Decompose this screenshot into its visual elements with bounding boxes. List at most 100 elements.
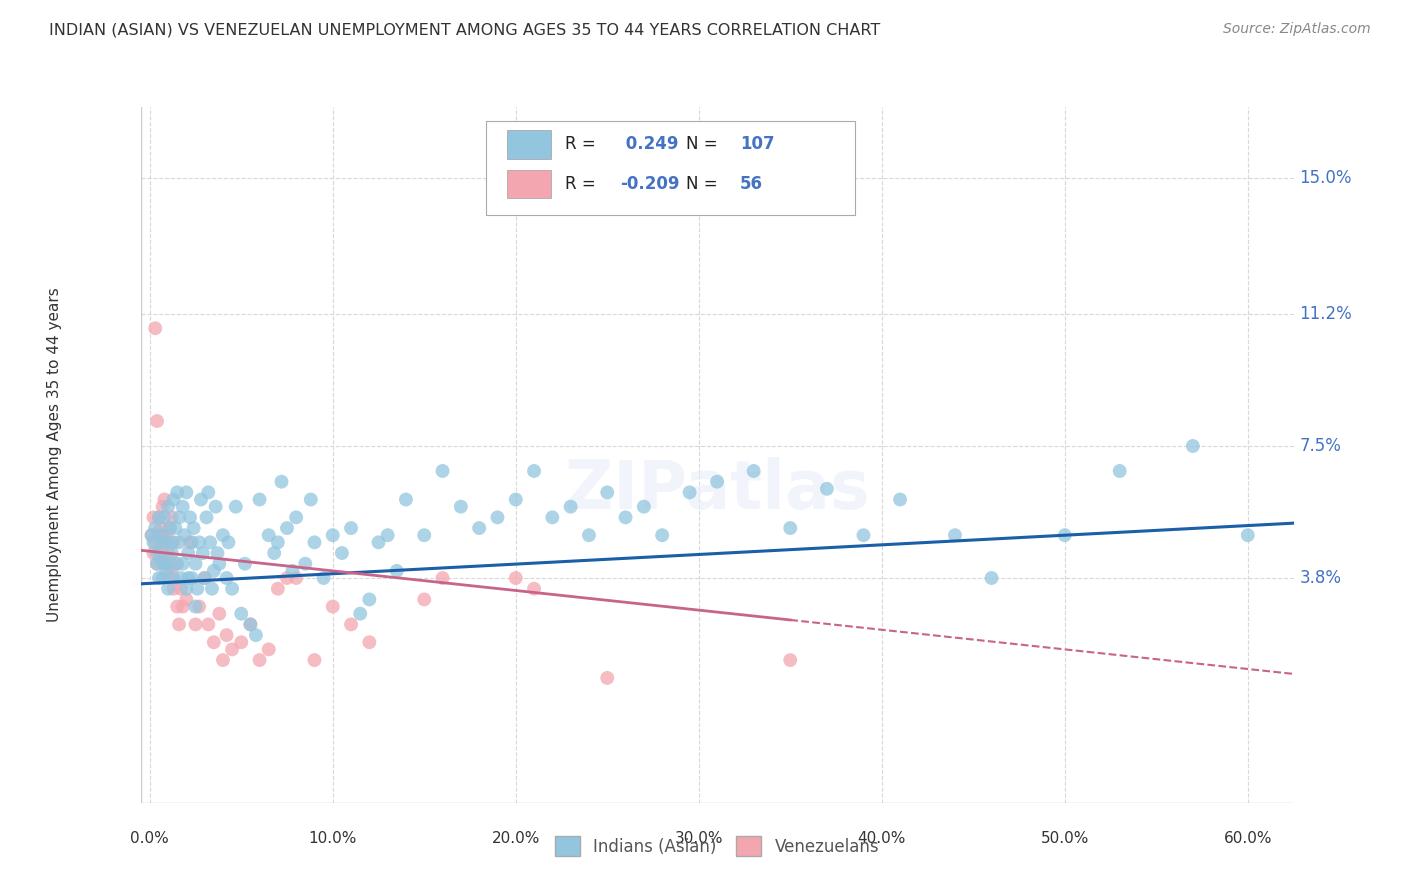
Point: [257, 528, 280, 542]
Point: [177, 571, 200, 585]
Point: [153, 510, 176, 524]
Point: [1181, 439, 1204, 453]
Text: 30.0%: 30.0%: [675, 830, 723, 846]
Point: [330, 546, 353, 560]
Point: [146, 414, 169, 428]
Point: [152, 535, 174, 549]
Point: [149, 553, 172, 567]
Point: [180, 535, 202, 549]
Text: 50.0%: 50.0%: [1040, 830, 1090, 846]
Point: [505, 571, 527, 585]
Point: [267, 535, 290, 549]
Point: [263, 546, 285, 560]
Point: [651, 528, 673, 542]
Point: [322, 599, 344, 614]
Point: [202, 635, 225, 649]
Point: [167, 510, 190, 524]
Point: [249, 492, 271, 507]
Point: [215, 571, 238, 585]
Point: [299, 492, 322, 507]
Point: [152, 571, 174, 585]
Point: [162, 535, 184, 549]
Point: [195, 510, 218, 524]
Point: [152, 528, 174, 542]
Point: [359, 592, 381, 607]
Point: [157, 500, 180, 514]
Point: [249, 653, 271, 667]
Text: 20.0%: 20.0%: [492, 830, 540, 846]
Point: [385, 564, 408, 578]
Point: [779, 521, 801, 535]
Point: [157, 546, 180, 560]
Point: [450, 500, 472, 514]
Point: [815, 482, 838, 496]
Point: [149, 546, 172, 560]
Point: [413, 528, 436, 542]
Point: [217, 535, 239, 549]
Point: [149, 535, 172, 549]
Point: [197, 485, 219, 500]
Point: [596, 671, 619, 685]
Point: [943, 528, 966, 542]
Point: [186, 582, 208, 596]
Point: [413, 592, 436, 607]
Text: 3.8%: 3.8%: [1299, 569, 1341, 587]
Point: [231, 607, 253, 621]
Text: Source: ZipAtlas.com: Source: ZipAtlas.com: [1223, 22, 1371, 37]
Point: [172, 500, 194, 514]
Point: [149, 521, 172, 535]
Text: ZIPatlas: ZIPatlas: [565, 457, 869, 523]
Point: [201, 582, 224, 596]
Point: [167, 535, 190, 549]
Point: [167, 617, 190, 632]
Point: [202, 564, 225, 578]
Text: 0.0%: 0.0%: [131, 830, 169, 846]
Point: [281, 564, 304, 578]
Point: [257, 642, 280, 657]
Point: [304, 535, 326, 549]
Point: [155, 535, 177, 549]
Point: [179, 535, 201, 549]
Point: [221, 582, 243, 596]
Point: [322, 528, 344, 542]
Point: [146, 557, 169, 571]
Point: [166, 599, 188, 614]
Point: [162, 582, 184, 596]
Point: [233, 557, 256, 571]
Point: [285, 571, 308, 585]
Point: [212, 653, 235, 667]
Point: [170, 571, 193, 585]
Point: [596, 485, 619, 500]
Point: [208, 557, 231, 571]
Point: [340, 617, 363, 632]
Point: [152, 500, 174, 514]
Point: [221, 642, 243, 657]
Point: [184, 599, 207, 614]
Point: [276, 571, 298, 585]
Point: [285, 510, 308, 524]
Point: [188, 599, 211, 614]
FancyBboxPatch shape: [508, 130, 551, 159]
Point: [141, 528, 163, 542]
Point: [276, 521, 298, 535]
Point: [143, 535, 166, 549]
Point: [197, 617, 219, 632]
Point: [304, 653, 326, 667]
Point: [179, 510, 201, 524]
Text: 0.249: 0.249: [620, 136, 679, 153]
Legend: Indians (Asian), Venezuelans: Indians (Asian), Venezuelans: [547, 828, 887, 864]
Text: R =: R =: [565, 175, 600, 193]
Text: INDIAN (ASIAN) VS VENEZUELAN UNEMPLOYMENT AMONG AGES 35 TO 44 YEARS CORRELATION : INDIAN (ASIAN) VS VENEZUELAN UNEMPLOYMEN…: [49, 22, 880, 37]
Point: [148, 528, 170, 542]
Point: [980, 571, 1002, 585]
Point: [176, 592, 198, 607]
Text: 40.0%: 40.0%: [858, 830, 905, 846]
Point: [160, 546, 183, 560]
Text: R =: R =: [565, 136, 600, 153]
Point: [194, 571, 217, 585]
Point: [208, 607, 231, 621]
Point: [162, 492, 184, 507]
FancyBboxPatch shape: [508, 169, 551, 198]
Text: 7.5%: 7.5%: [1299, 437, 1341, 455]
Point: [1108, 464, 1130, 478]
